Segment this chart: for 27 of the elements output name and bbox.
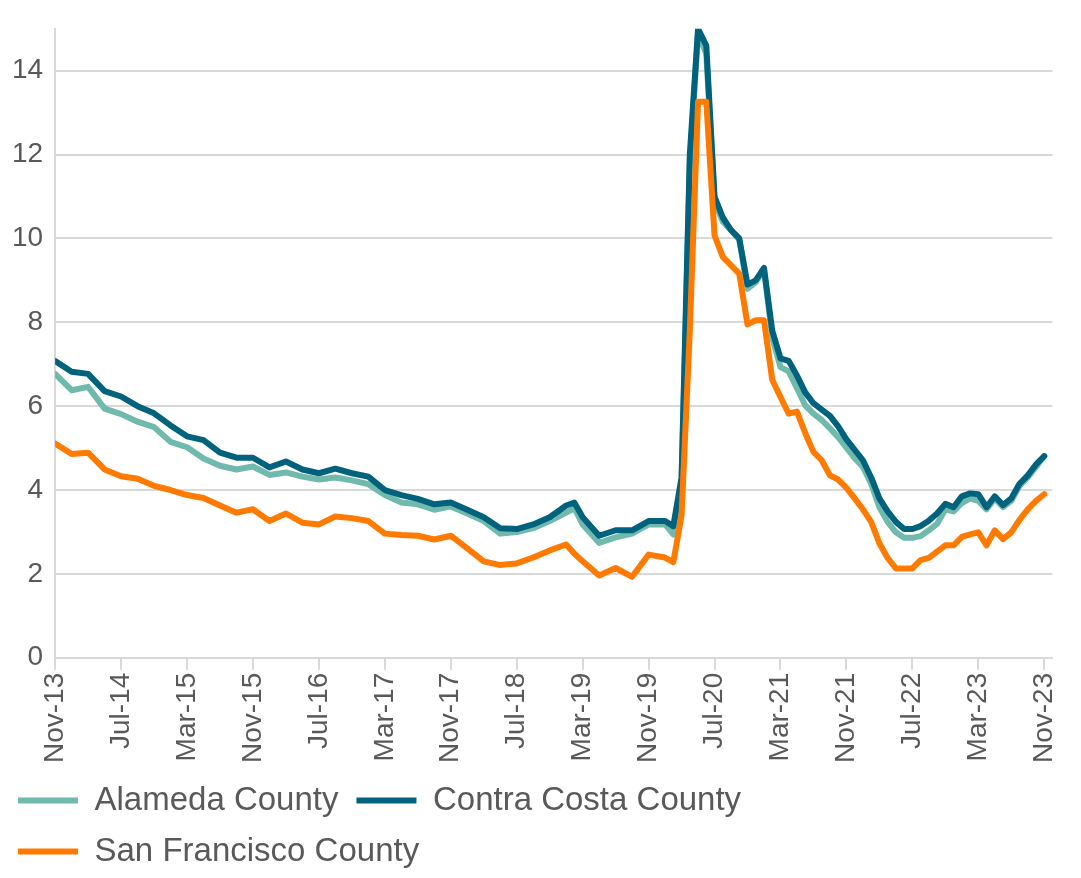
y-tick-label: 2 xyxy=(27,556,44,588)
y-tick-label: 0 xyxy=(27,640,44,672)
legend-label: Alameda County xyxy=(94,779,339,817)
x-tick-label: Mar-23 xyxy=(961,672,993,762)
x-tick-label: Mar-17 xyxy=(367,672,399,762)
y-tick-label: 8 xyxy=(27,305,44,337)
x-tick-label: Nov-19 xyxy=(631,672,663,763)
x-tick-label: Nov-17 xyxy=(433,672,465,763)
x-tick-label: Nov-15 xyxy=(235,672,267,763)
x-tick-label: Nov-21 xyxy=(829,672,861,763)
x-tick-label: Jul-18 xyxy=(499,672,531,749)
x-tick-label: Jul-16 xyxy=(301,672,333,749)
x-tick-label: Nov-23 xyxy=(1026,672,1058,763)
x-tick-label: Mar-21 xyxy=(763,672,795,762)
y-tick-label: 10 xyxy=(11,221,44,253)
x-tick-label: Jul-14 xyxy=(103,672,135,749)
y-tick-label: 4 xyxy=(27,472,44,504)
x-tick-label: Jul-20 xyxy=(697,672,729,749)
x-tick-label: Mar-19 xyxy=(565,672,597,762)
y-tick-label: 14 xyxy=(11,53,44,85)
y-tick-label: 6 xyxy=(27,388,44,420)
legend-label: San Francisco County xyxy=(94,830,420,868)
x-tick-label: Mar-15 xyxy=(169,672,201,762)
x-tick-label: Nov-13 xyxy=(37,672,69,763)
legend-label: Contra Costa County xyxy=(432,779,742,817)
x-tick-label: Jul-22 xyxy=(895,672,927,749)
y-tick-label: 12 xyxy=(11,137,44,169)
